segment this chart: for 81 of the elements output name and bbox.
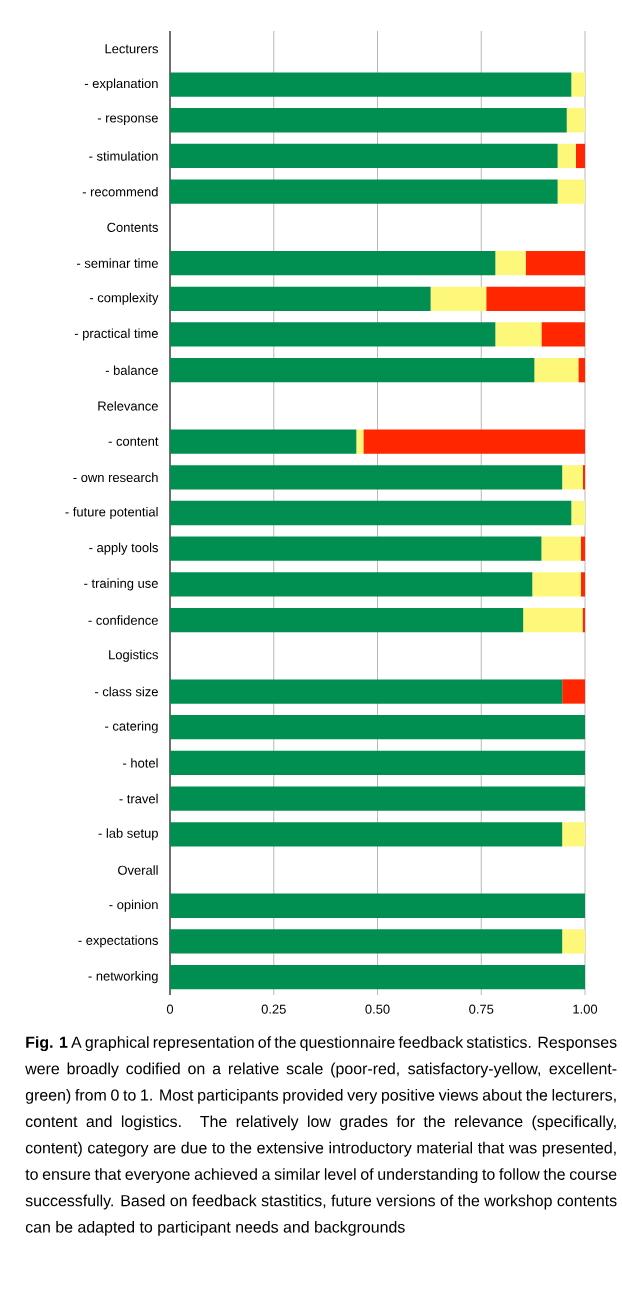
bar — [562, 822, 586, 847]
x-tick-label: 0 — [166, 1004, 174, 1014]
bar — [170, 607, 524, 633]
bar — [170, 893, 586, 918]
bar — [578, 358, 586, 383]
bar — [170, 679, 563, 704]
y-tick-label: - complexity — [89, 292, 159, 305]
bar — [170, 72, 572, 97]
bar — [532, 572, 581, 597]
y-tick-label: - balance — [105, 365, 158, 375]
y-tick-label: - networking — [88, 971, 158, 984]
bar — [170, 250, 496, 276]
x-tick-label: 1.00 — [573, 1004, 598, 1014]
bar — [571, 500, 586, 526]
text: Fig. 1 A graphical representation of the questionnaire feedback statistics. Responses were broadly codified on a relative scale (poor-red, satisfactory-yellow, excellent-green) from 0 to 1. Most participants provided very positive views about the lecturers, content and logistics. The relatively low grades for the relevance (specifically, content) category are due to the extensive introductory material that was presented, to ensure that everyone achieved a similar level of understanding to follow the course successfully. Based on feedback stastitics, future versions of the workshop contents can be adapted to participant needs and backgrounds — [25, 1036, 617, 1236]
bar — [170, 929, 563, 954]
bar — [534, 358, 579, 383]
bar — [575, 143, 586, 169]
y-tick-label: - training use — [84, 578, 158, 591]
bar — [525, 250, 586, 276]
bar — [566, 108, 586, 133]
y-tick-label: - apply tools — [89, 542, 158, 555]
bar — [541, 322, 586, 347]
bar — [170, 286, 431, 311]
y-tick-label: - recommend — [82, 186, 158, 197]
y-tick-label: Overall — [118, 865, 158, 875]
y-tick-label: Contents — [107, 222, 159, 232]
bar — [170, 108, 567, 133]
bar — [580, 536, 586, 561]
bar — [557, 179, 586, 204]
bar — [541, 536, 581, 561]
bar — [170, 715, 586, 740]
bar — [562, 679, 586, 704]
bar — [356, 429, 364, 454]
y-tick-label: Relevance — [98, 401, 158, 411]
bar — [170, 965, 586, 990]
bar — [170, 572, 533, 597]
bar — [557, 143, 576, 169]
x-tick-label: 0.75 — [469, 1004, 494, 1014]
bar — [170, 322, 496, 347]
y-tick-label: - stimulation — [89, 151, 158, 161]
y-tick-label: - practical time — [74, 328, 158, 341]
bar — [170, 786, 586, 811]
bar — [495, 322, 542, 347]
y-tick-label: - lab setup — [98, 828, 158, 841]
y-tick-label: - own research — [73, 472, 158, 483]
y-tick-label: - response — [97, 115, 158, 126]
bar — [562, 929, 586, 954]
y-tick-label: - class size — [95, 686, 158, 697]
y-tick-label: Logistics — [109, 649, 159, 662]
y-tick-label: - explanation — [84, 78, 158, 91]
bar — [582, 465, 586, 490]
y-tick-label: - future potential — [65, 506, 158, 520]
bar — [170, 143, 558, 169]
y-tick-label: - hotel — [123, 758, 158, 768]
bar — [170, 822, 563, 847]
y-tick-label: - confidence — [88, 615, 158, 625]
y-tick-label: - content — [108, 437, 159, 446]
bar — [170, 536, 542, 561]
bar — [486, 286, 586, 311]
bar — [523, 607, 583, 633]
bar — [571, 72, 586, 97]
bar — [562, 465, 583, 490]
y-tick-label: - travel — [119, 793, 158, 804]
bar — [363, 429, 586, 454]
y-tick-label: - catering — [105, 721, 158, 734]
bar — [170, 500, 572, 526]
bar — [170, 429, 357, 454]
bar — [170, 358, 535, 383]
y-tick-label: - opinion — [109, 899, 158, 912]
y-tick-label: - seminar time — [77, 258, 158, 268]
x-tick-label: 0.50 — [365, 1004, 390, 1014]
bar — [170, 465, 563, 490]
bar — [170, 179, 558, 204]
x-tick-label: 0.25 — [261, 1004, 286, 1014]
bar — [580, 572, 586, 597]
bar — [430, 286, 487, 311]
y-tick-label: Lecturers — [105, 44, 159, 54]
bar — [170, 750, 586, 776]
y-tick-label: - expectations — [78, 935, 158, 948]
bar — [495, 250, 526, 276]
